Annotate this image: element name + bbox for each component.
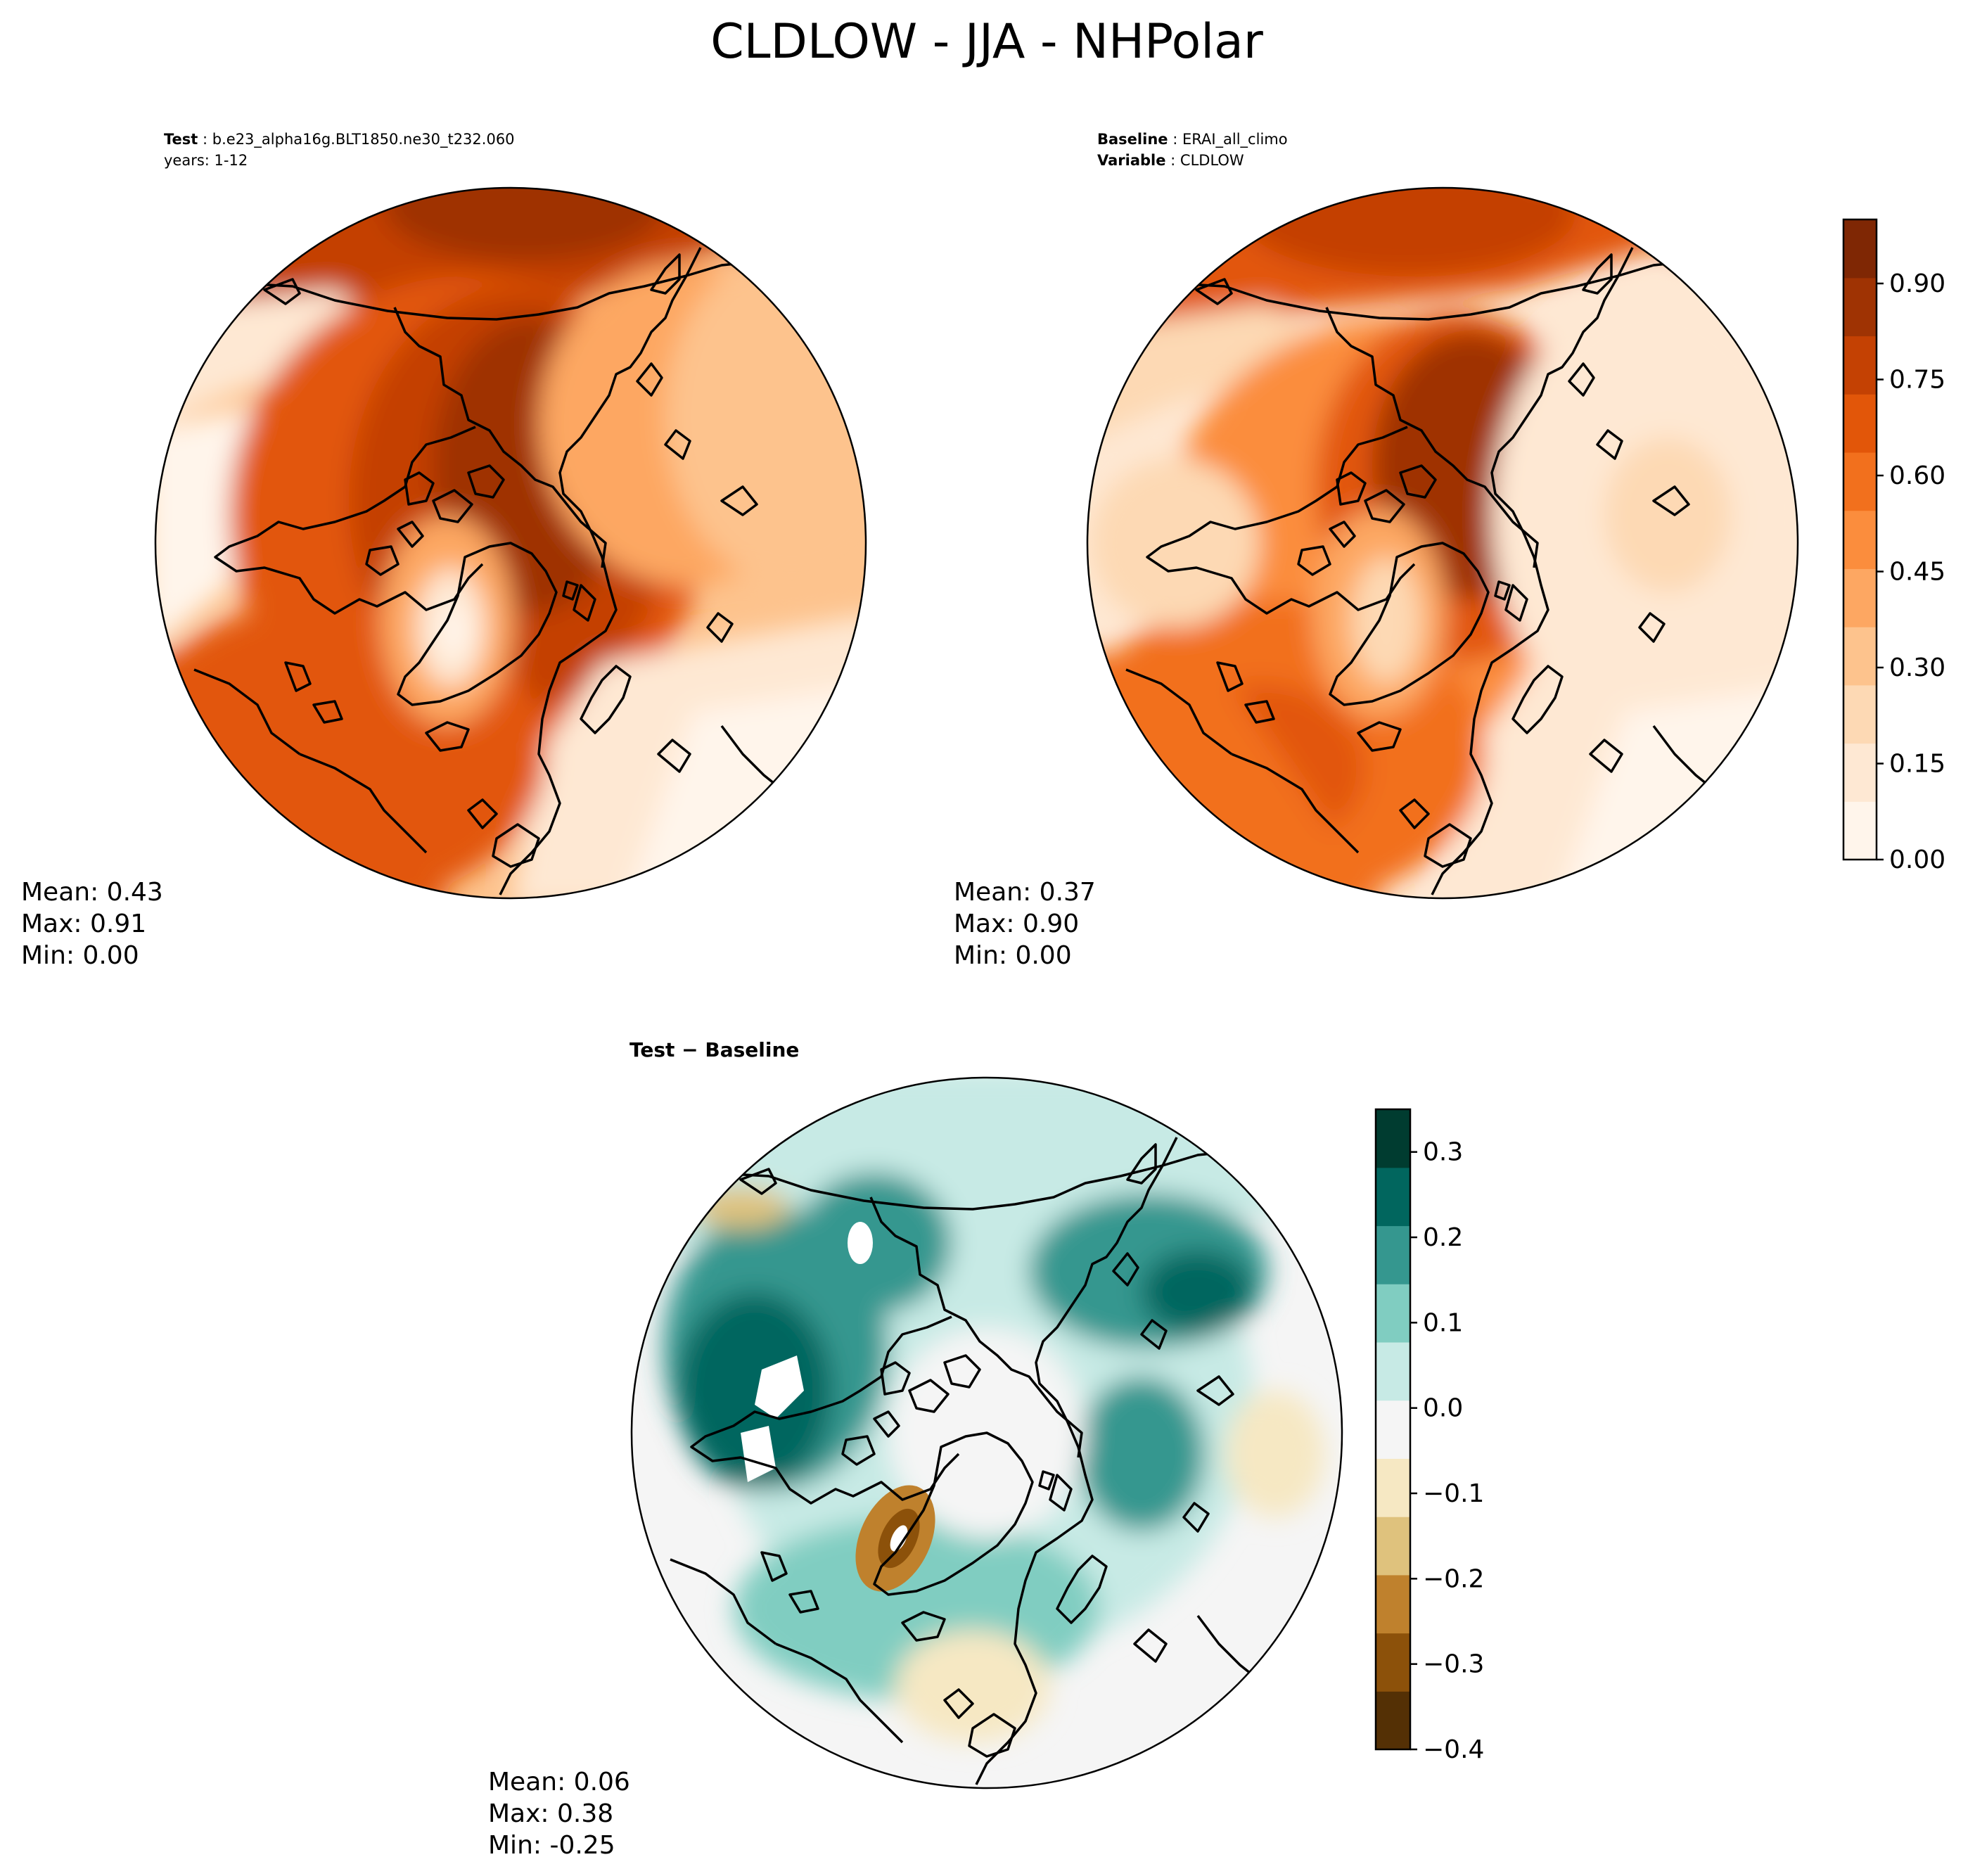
test-map bbox=[155, 188, 866, 898]
variable-name: CLDLOW bbox=[1180, 152, 1244, 169]
difference-panel: Test − Baseline bbox=[488, 1038, 1484, 1860]
difference-colorbar-tick-label: 0.0 bbox=[1423, 1394, 1463, 1423]
difference-colorbar-swatch bbox=[1376, 1691, 1410, 1750]
test-min: Min: 0.00 bbox=[21, 941, 139, 970]
field-colorbar-swatch bbox=[1843, 801, 1877, 860]
difference-colorbar-tick-label: −0.1 bbox=[1423, 1479, 1484, 1508]
difference-colorbar-swatch bbox=[1376, 1400, 1410, 1459]
difference-min: Min: -0.25 bbox=[488, 1831, 615, 1860]
difference-colorbar-tick-label: −0.3 bbox=[1423, 1650, 1484, 1679]
difference-map-boundary bbox=[630, 1076, 1343, 1789]
difference-colorbar-swatch bbox=[1376, 1458, 1410, 1517]
baseline-panel: Baseline : ERAI_all_climo Variable : CLD… bbox=[954, 131, 1945, 970]
test-case-name: b.e23_alpha16g.BLT1850.ne30_t232.060 bbox=[212, 131, 515, 148]
difference-colorbar-swatch bbox=[1376, 1167, 1410, 1227]
difference-colorbar-swatch bbox=[1376, 1225, 1410, 1284]
field-colorbar: 0.00 0.15 0.30 0.45 0.60 0.75 0.90 bbox=[1842, 218, 1945, 874]
difference-colorbar-swatch bbox=[1376, 1341, 1410, 1401]
test-mean: Mean: 0.43 bbox=[21, 878, 163, 907]
field-colorbar-swatch bbox=[1843, 452, 1877, 511]
field-colorbar-tick-label: 0.60 bbox=[1889, 461, 1945, 490]
field-colorbar-frame bbox=[1842, 218, 1878, 861]
test-max: Max: 0.91 bbox=[21, 910, 146, 938]
field-colorbar-swatch bbox=[1843, 743, 1877, 802]
difference-colorbar: −0.4 −0.3 −0.2 −0.1 0.0 0.1 0.2 0.3 bbox=[1374, 1108, 1484, 1764]
field-colorbar-tick-label: 0.45 bbox=[1889, 558, 1945, 587]
field-colorbar-swatch bbox=[1843, 336, 1877, 395]
field-colorbar-swatch bbox=[1843, 684, 1877, 744]
field-colorbar-swatch bbox=[1843, 394, 1877, 453]
test-header: Test : b.e23_alpha16g.BLT1850.ne30_t232.… bbox=[164, 131, 515, 148]
field-colorbar-swatch bbox=[1843, 277, 1877, 337]
difference-max: Max: 0.38 bbox=[488, 1799, 613, 1828]
field-colorbar-tick-label: 0.30 bbox=[1889, 653, 1945, 682]
field-colorbar-tick-label: 0.90 bbox=[1889, 269, 1945, 298]
figure-title: CLDLOW - JJA - NHPolar bbox=[710, 14, 1263, 70]
difference-mean: Mean: 0.06 bbox=[488, 1768, 630, 1797]
baseline-map bbox=[1087, 188, 1798, 898]
baseline-label: Baseline bbox=[1097, 131, 1168, 148]
field-colorbar-tick-label: 0.75 bbox=[1889, 366, 1945, 395]
difference-colorbar-tick-label: −0.4 bbox=[1423, 1735, 1484, 1764]
baseline-max: Max: 0.90 bbox=[954, 910, 1079, 938]
field-colorbar-tick-label: 0.00 bbox=[1889, 846, 1945, 874]
field-colorbar-tick-label: 0.15 bbox=[1889, 750, 1945, 779]
field-colorbar-swatch bbox=[1843, 510, 1877, 569]
difference-colorbar-swatch bbox=[1376, 1574, 1410, 1634]
baseline-map-boundary bbox=[1086, 186, 1799, 900]
test-panel: Test : b.e23_alpha16g.BLT1850.ne30_t232.… bbox=[21, 131, 867, 970]
difference-colorbar-tick-label: 0.3 bbox=[1423, 1138, 1463, 1167]
difference-colorbar-tick-label: −0.2 bbox=[1423, 1564, 1484, 1593]
test-years: years: 1-12 bbox=[164, 152, 248, 169]
difference-title: Test − Baseline bbox=[629, 1038, 799, 1061]
difference-colorbar-frame bbox=[1374, 1108, 1412, 1751]
baseline-variable: Variable : CLDLOW bbox=[1097, 152, 1244, 169]
baseline-min: Min: 0.00 bbox=[954, 941, 1072, 970]
field-colorbar-swatch bbox=[1843, 568, 1877, 627]
difference-colorbar-swatch bbox=[1376, 1633, 1410, 1692]
test-map-boundary bbox=[154, 186, 867, 900]
difference-colorbar-swatch bbox=[1376, 1109, 1410, 1168]
baseline-mean: Mean: 0.37 bbox=[954, 878, 1096, 907]
variable-label: Variable bbox=[1097, 152, 1165, 169]
test-label: Test bbox=[164, 131, 198, 148]
difference-map bbox=[632, 1078, 1342, 1788]
field-colorbar-swatch bbox=[1843, 219, 1877, 279]
difference-colorbar-swatch bbox=[1376, 1284, 1410, 1343]
difference-colorbar-tick-label: 0.2 bbox=[1423, 1223, 1463, 1252]
field-colorbar-swatch bbox=[1843, 627, 1877, 686]
baseline-case-name: ERAI_all_climo bbox=[1182, 131, 1288, 148]
difference-colorbar-swatch bbox=[1376, 1517, 1410, 1576]
difference-colorbar-tick-label: 0.1 bbox=[1423, 1308, 1463, 1337]
baseline-header: Baseline : ERAI_all_climo bbox=[1097, 131, 1288, 148]
